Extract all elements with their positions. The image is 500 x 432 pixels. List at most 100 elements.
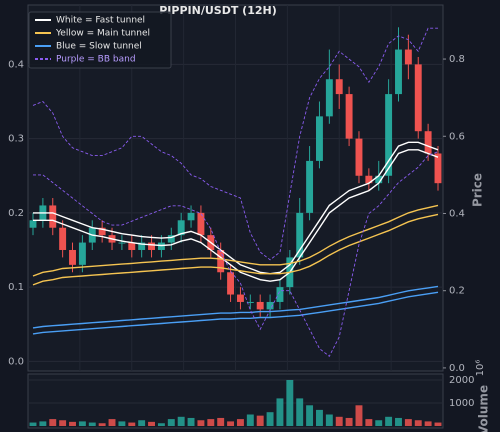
candle-body <box>375 175 383 184</box>
volume-bar <box>118 421 126 426</box>
candle-body <box>256 301 264 310</box>
volume-bar <box>108 419 116 426</box>
volume-bar <box>256 415 264 426</box>
candle-body <box>395 49 402 95</box>
legend-label: White = Fast tunnel <box>56 16 145 26</box>
y2-axis-label: Price <box>471 173 485 207</box>
candle-body <box>404 49 412 65</box>
volume-bar <box>335 416 343 426</box>
candle-body <box>227 272 235 295</box>
legend-label: Purple = BB band <box>56 55 136 65</box>
volume-bar <box>148 421 155 426</box>
grid: 0.0 0.1 0.2 0.3 0.4 0.0 0.2 0.4 0.6 0.8 1000 2000 <box>8 5 474 409</box>
candle-body <box>345 94 353 139</box>
volume-bar <box>325 414 333 426</box>
volume-panel <box>27 373 444 429</box>
tunnel-line <box>33 151 439 357</box>
candle-body <box>296 212 304 258</box>
candle-body <box>148 242 155 250</box>
candle-body <box>197 212 205 236</box>
volume-bar <box>49 419 57 426</box>
chart-title: PIPPIN/USDT (12H) <box>159 4 276 17</box>
volume-bar <box>29 422 37 426</box>
volume-bar <box>296 398 304 426</box>
tunnel-line <box>32 285 439 329</box>
volume-bar <box>266 412 274 426</box>
volume-bar <box>128 422 136 426</box>
candle-body <box>246 301 254 303</box>
candle-body <box>128 242 136 250</box>
candle-body <box>276 287 284 302</box>
volume-bar <box>404 419 412 426</box>
volume-bar <box>177 416 185 426</box>
y-tick-label: 0.0 <box>8 356 24 367</box>
volume-bar <box>69 421 76 426</box>
tunnel-line <box>32 291 439 335</box>
volume-bar <box>424 421 432 426</box>
candle-body <box>335 79 343 95</box>
y2-tick-label: 0.0 <box>449 363 465 374</box>
volume-tick-label: 1000 <box>449 398 474 409</box>
candle-body <box>434 153 442 184</box>
candle-body <box>325 79 333 117</box>
volume-bar <box>138 420 146 426</box>
legend-box <box>28 11 172 69</box>
candle-body <box>29 220 37 228</box>
volume-bar <box>414 420 422 426</box>
candle-body <box>385 94 393 176</box>
candle-body <box>355 138 363 176</box>
volume-bar <box>98 423 106 426</box>
volume-bar <box>78 421 86 426</box>
tunnel-line <box>32 204 439 277</box>
y2-tick-label: 0.4 <box>449 208 465 219</box>
volume-bar <box>217 417 225 426</box>
y2-tick-label: 0.6 <box>449 131 465 142</box>
volume-axis-label: Volume <box>477 385 491 432</box>
volume-bar <box>355 405 363 426</box>
candle-body <box>306 160 314 213</box>
volume-bar <box>88 422 96 426</box>
legend-label: Blue = Slow tunnel <box>56 42 142 52</box>
y2-tick-label: 0.2 <box>449 286 465 297</box>
volume-bar <box>345 417 353 426</box>
candle-body <box>187 212 195 221</box>
volume-bar <box>187 417 195 426</box>
volume-bar <box>286 379 294 426</box>
volume-bar <box>276 398 284 426</box>
candle-body <box>69 249 76 265</box>
y-tick-label: 0.1 <box>8 282 24 293</box>
candle-body <box>316 116 323 161</box>
candle-body <box>167 235 175 243</box>
volume-bar <box>59 420 67 426</box>
tunnel-line <box>32 213 439 286</box>
volume-tick-label: 2000 <box>449 375 474 386</box>
candle-body <box>157 242 165 250</box>
candle-body <box>118 242 126 244</box>
candle-body <box>217 249 225 273</box>
volume-offset: 10⁶ <box>475 360 486 377</box>
candle-body <box>365 175 373 184</box>
volume-bar <box>236 419 244 426</box>
volume-bar <box>167 419 175 426</box>
candle-body <box>177 220 185 236</box>
candle-body <box>414 64 422 132</box>
tunnel-line <box>32 27 438 261</box>
volume-bar <box>434 422 442 426</box>
marks <box>29 27 442 426</box>
candle-body <box>49 205 57 228</box>
y-tick-label: 0.3 <box>8 134 24 145</box>
y-tick-label: 0.4 <box>8 59 24 70</box>
volume-bar <box>365 419 373 426</box>
volume-bar <box>306 405 314 426</box>
volume-bar <box>197 420 205 426</box>
y2-tick-label: 0.8 <box>449 54 465 65</box>
volume-bar <box>316 409 323 426</box>
volume-bar <box>39 421 47 426</box>
legend: White = Fast tunnel Yellow = Main tunnel B… <box>28 11 172 69</box>
candle-body <box>236 294 244 302</box>
candle-body <box>266 301 274 310</box>
candle-body <box>138 242 146 250</box>
tunnel-line <box>33 149 439 282</box>
y-tick-label: 0.2 <box>8 208 24 219</box>
